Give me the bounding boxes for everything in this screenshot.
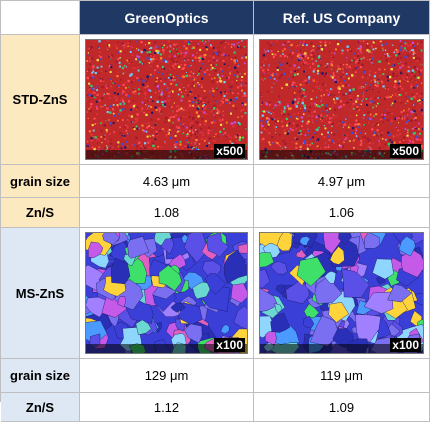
micrograph-canvas: [260, 40, 423, 159]
ms-image-cell-left: x100: [80, 228, 254, 359]
magnification-badge: x100: [214, 338, 245, 352]
magnification-badge: x100: [390, 338, 421, 352]
ms-image-cell-right: x100: [254, 228, 430, 359]
std-grain-size-label: grain size: [1, 165, 80, 198]
ms-ratio-ref: 1.09: [254, 393, 430, 422]
std-grain-size-ref: 4.97 μm: [254, 165, 430, 198]
ms-ratio-greenoptics: 1.12: [80, 393, 254, 422]
column-header-greenoptics: GreenOptics: [80, 1, 254, 35]
corner-cell: [1, 1, 80, 35]
ms-grain-size-ref: 119 μm: [254, 359, 430, 393]
std-grain-size-greenoptics: 4.63 μm: [80, 165, 254, 198]
row-label-ms-zns: MS-ZnS: [1, 228, 80, 359]
comparison-table: GreenOptics Ref. US Company STD-ZnS x500…: [0, 0, 430, 402]
ms-grain-size-label: grain size: [1, 359, 80, 393]
greenoptics-ms-micrograph: x100: [85, 232, 248, 354]
micrograph-canvas: [86, 233, 247, 353]
ms-grain-size-greenoptics: 129 μm: [80, 359, 254, 393]
column-header-ref-company: Ref. US Company: [254, 1, 430, 35]
magnification-badge: x500: [390, 144, 421, 158]
micrograph-canvas: [260, 233, 423, 353]
micrograph-canvas: [86, 40, 247, 159]
magnification-badge: x500: [214, 144, 245, 158]
ref-std-micrograph: x500: [259, 39, 424, 160]
std-ratio-greenoptics: 1.08: [80, 198, 254, 228]
greenoptics-std-micrograph: x500: [85, 39, 248, 160]
ref-ms-micrograph: x100: [259, 232, 424, 354]
row-label-std-zns: STD-ZnS: [1, 35, 80, 165]
ms-ratio-label: Zn/S: [1, 393, 80, 422]
std-ratio-ref: 1.06: [254, 198, 430, 228]
std-image-cell-left: x500: [80, 35, 254, 165]
std-ratio-label: Zn/S: [1, 198, 80, 228]
std-image-cell-right: x500: [254, 35, 430, 165]
